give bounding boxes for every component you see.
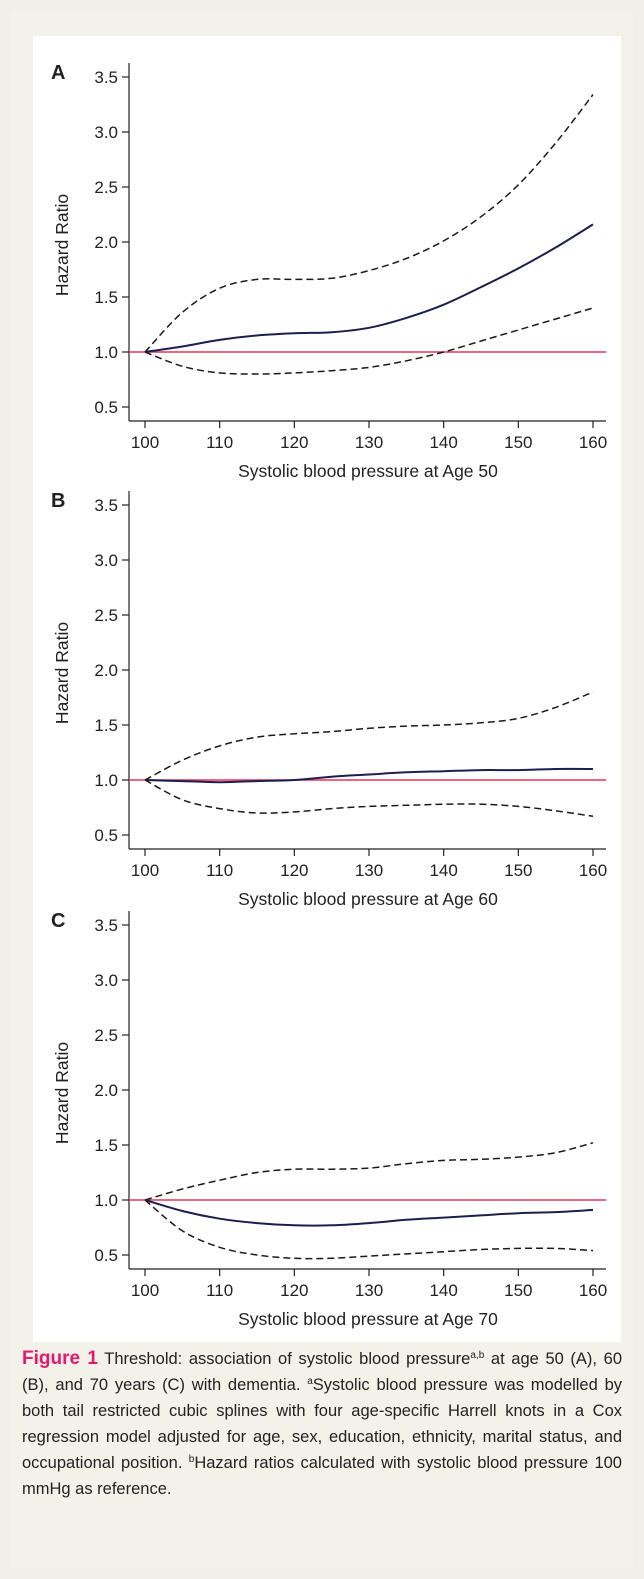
y-axis-title-a: Hazard Ratio <box>52 194 72 296</box>
panel-b: B 0.5 1.0 1.5 2.0 2.5 3.0 3.5 100 110 120 130 140 150… <box>51 490 607 909</box>
caption-text-3: Systolic blood pressure was modelled by … <box>22 1376 622 1472</box>
upper-ci-line-a <box>144 94 594 353</box>
x-tick-label-a: 140 <box>429 433 457 452</box>
y-tick-label-b: 2.5 <box>94 606 118 625</box>
y-tick-label-a: 2.5 <box>94 178 118 197</box>
caption-text-2: at age 50 (A), 60 (B), and 70 years (C) … <box>22 1350 622 1394</box>
y-tick-label-b: 3.0 <box>94 551 118 570</box>
caption-sup-2: a <box>307 1376 313 1387</box>
figure-label: Figure 1 <box>22 1348 98 1369</box>
y-tick-label-a: 3.5 <box>94 68 118 87</box>
y-tick-label-a: 0.5 <box>94 398 118 417</box>
figure-caption: Figure 1 Threshold: association of systo… <box>22 1346 622 1502</box>
y-tick-label-c: 2.5 <box>94 1026 118 1045</box>
x-tick-label-a: 160 <box>579 433 607 452</box>
x-tick-label-b: 150 <box>504 861 532 880</box>
x-tick-label-a: 120 <box>280 433 308 452</box>
x-tick-label-b: 130 <box>355 861 383 880</box>
x-tick-label-a: 130 <box>355 433 383 452</box>
y-tick-label-a: 1.5 <box>94 288 118 307</box>
x-tick-label-c: 130 <box>355 1281 383 1300</box>
figure-plots: A 0.5 1.0 1.5 2.0 2.5 3.0 3.5 100 110 120 130 140 150… <box>51 62 607 1329</box>
x-tick-label-a: 150 <box>504 433 532 452</box>
y-tick-label-c: 0.5 <box>94 1246 118 1265</box>
estimate-line-b <box>144 767 594 784</box>
x-tick-label-b: 120 <box>280 861 308 880</box>
y-axis-title-b: Hazard Ratio <box>52 622 72 724</box>
lower-ci-line-a <box>144 307 594 375</box>
x-tick-label-b: 140 <box>429 861 457 880</box>
y-tick-label-c: 3.5 <box>94 916 118 935</box>
y-tick-label-b: 0.5 <box>94 826 118 845</box>
y-tick-label-c: 1.0 <box>94 1191 118 1210</box>
y-tick-label-b: 2.0 <box>94 661 118 680</box>
x-axis-title-b: Systolic blood pressure at Age 60 <box>238 889 498 909</box>
plot-area <box>33 36 621 1342</box>
x-tick-label-c: 160 <box>579 1281 607 1300</box>
caption-text-4: Hazard ratios calculated with systolic b… <box>22 1454 622 1498</box>
y-tick-label-a: 2.0 <box>94 233 118 252</box>
caption-sup-3: b <box>188 1454 195 1465</box>
y-tick-label-a: 3.0 <box>94 123 118 142</box>
x-tick-label-c: 100 <box>131 1281 159 1300</box>
caption-text-1: Threshold: association of systolic blood… <box>97 1350 471 1368</box>
y-tick-label-c: 1.5 <box>94 1136 118 1155</box>
lower-ci-line-b <box>144 779 594 818</box>
caption-sup-1: a,b <box>470 1350 485 1361</box>
x-tick-label-a: 110 <box>206 433 233 452</box>
x-axis-title-a: Systolic blood pressure at Age 50 <box>238 461 498 481</box>
y-tick-label-b: 3.5 <box>94 496 118 515</box>
estimate-line-a <box>144 223 594 353</box>
y-axis-title-c: Hazard Ratio <box>52 1042 72 1144</box>
upper-ci-line-c <box>144 1142 594 1201</box>
panel-label-a: A <box>51 62 65 84</box>
estimate-line-c <box>144 1199 594 1227</box>
x-tick-label-b: 110 <box>206 861 233 880</box>
x-tick-label-b: 160 <box>579 861 607 880</box>
y-tick-label-b: 1.5 <box>94 716 118 735</box>
panel-c: C 0.5 1.0 1.5 2.0 2.5 3.0 3.5 100 110 120 130 140 150… <box>51 910 607 1329</box>
panel-a: A 0.5 1.0 1.5 2.0 2.5 3.0 3.5 100 110 120 130 140 150… <box>51 62 607 481</box>
y-tick-label-b: 1.0 <box>94 771 118 790</box>
y-tick-label-c: 3.0 <box>94 971 118 990</box>
x-tick-label-b: 100 <box>131 861 159 880</box>
x-tick-label-c: 120 <box>280 1281 308 1300</box>
x-tick-label-c: 140 <box>429 1281 457 1300</box>
panel-label-c: C <box>51 910 65 932</box>
x-tick-label-a: 100 <box>131 433 159 452</box>
x-tick-label-c: 110 <box>206 1281 233 1300</box>
panel-label-b: B <box>51 490 65 512</box>
y-tick-label-a: 1.0 <box>94 343 118 362</box>
y-tick-label-c: 2.0 <box>94 1081 118 1100</box>
x-axis-title-c: Systolic blood pressure at Age 70 <box>238 1309 498 1329</box>
x-tick-label-c: 150 <box>504 1281 532 1300</box>
lower-ci-line-c <box>144 1199 594 1260</box>
upper-ci-line-b <box>144 691 594 781</box>
